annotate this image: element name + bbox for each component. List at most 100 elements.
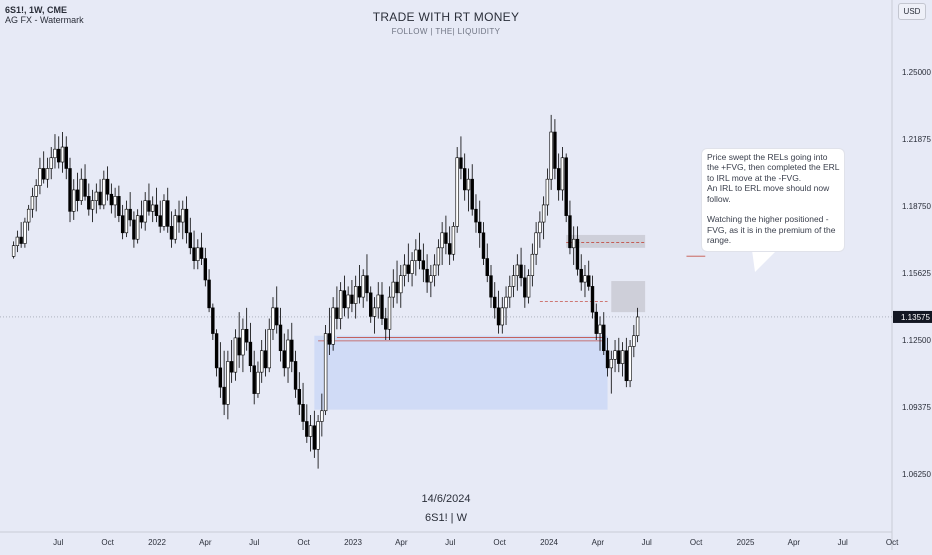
candle [594, 303, 598, 340]
time-axis[interactable]: Jul Oct 2022 Apr Jul Oct 2023 Apr Jul Oct 2024 Apr J… [53, 538, 899, 547]
candle [511, 264, 516, 298]
candle [117, 185, 121, 223]
candle [459, 136, 463, 180]
candle [620, 342, 625, 377]
time-tick-label: Jul [53, 538, 63, 547]
analysis-callout[interactable]: Price swept the RELs going into the +FVG… [702, 149, 844, 251]
candle [391, 269, 395, 308]
candle [504, 286, 508, 325]
candle [30, 187, 35, 218]
candle [493, 282, 497, 319]
candle [75, 172, 80, 212]
candle [267, 318, 271, 373]
candle [560, 147, 565, 201]
candle [534, 222, 538, 265]
currency-button[interactable]: USD [898, 3, 926, 20]
candle [128, 192, 132, 227]
candle [139, 200, 144, 229]
candle [241, 318, 245, 373]
candle [256, 361, 260, 398]
candle [260, 340, 264, 383]
candle [429, 264, 433, 298]
candle [602, 312, 606, 356]
price-axis[interactable]: 1.25000 1.21875 1.18750 1.15625 1.12500 1.093… [902, 68, 931, 479]
candle [436, 239, 441, 276]
candle [353, 275, 358, 319]
candle [79, 168, 83, 205]
candle [617, 337, 621, 373]
time-tick-label: Apr [592, 538, 605, 547]
candle [222, 350, 226, 416]
candle [331, 297, 335, 351]
candle [248, 322, 253, 373]
level-lines [0, 242, 892, 342]
candle [196, 239, 200, 270]
candle [162, 194, 166, 231]
time-tick-label: 2023 [344, 538, 362, 547]
candle [432, 254, 437, 287]
candle [335, 286, 339, 330]
candle [481, 222, 486, 265]
candle [45, 157, 50, 188]
time-tick-label: Oct [690, 538, 703, 547]
candle [496, 290, 501, 334]
candle [587, 260, 591, 291]
candle [395, 260, 399, 304]
candle [485, 243, 489, 283]
candle [169, 211, 174, 248]
candle [613, 340, 617, 373]
candle [166, 187, 170, 233]
time-tick-label: 2024 [540, 538, 558, 547]
candle [57, 136, 61, 169]
candle [519, 247, 523, 287]
time-tick-label: Apr [199, 538, 212, 547]
candle [199, 232, 204, 265]
candle [575, 226, 580, 276]
candle [384, 307, 388, 340]
candle [323, 324, 328, 416]
candle [173, 209, 177, 244]
time-tick-label: Apr [395, 538, 408, 547]
candle [421, 243, 426, 283]
candle [530, 243, 535, 287]
candle [244, 307, 249, 351]
candle [282, 333, 286, 377]
candle [184, 196, 189, 244]
candle [124, 200, 129, 238]
candle [290, 322, 294, 373]
candle [120, 204, 125, 240]
candle [538, 211, 542, 248]
candle [15, 230, 20, 253]
time-tick-label: 2025 [737, 538, 755, 547]
candle [188, 217, 192, 255]
candle [308, 415, 313, 452]
candle [102, 170, 106, 210]
candle [478, 200, 482, 248]
last-price-label-bg [893, 310, 932, 323]
time-tick-label: Oct [886, 538, 899, 547]
candle [135, 209, 140, 244]
candle [624, 337, 629, 388]
candle [365, 254, 369, 302]
last-price-label: 1.13575 [901, 313, 930, 322]
candle [252, 350, 256, 405]
candle [226, 350, 230, 420]
candle [579, 254, 583, 291]
candle [635, 307, 640, 343]
candle [305, 404, 309, 443]
candle [203, 247, 208, 287]
watermark-date: 14/6/2024 [421, 493, 471, 505]
candle [49, 147, 53, 180]
time-tick-label: Apr [788, 538, 801, 547]
candle [90, 189, 95, 223]
candle [320, 393, 324, 437]
symbol-title[interactable]: 6S1!, 1W, CME [5, 5, 68, 15]
indicator-title[interactable]: AG FX - Watermark [5, 15, 84, 25]
price-tick-label: 1.21875 [902, 135, 931, 144]
watermark-subtitle: FOLLOW | THE| LIQUIDITY [391, 27, 501, 36]
candle [414, 239, 418, 276]
candle [293, 350, 298, 398]
time-tick-label: Oct [493, 538, 506, 547]
